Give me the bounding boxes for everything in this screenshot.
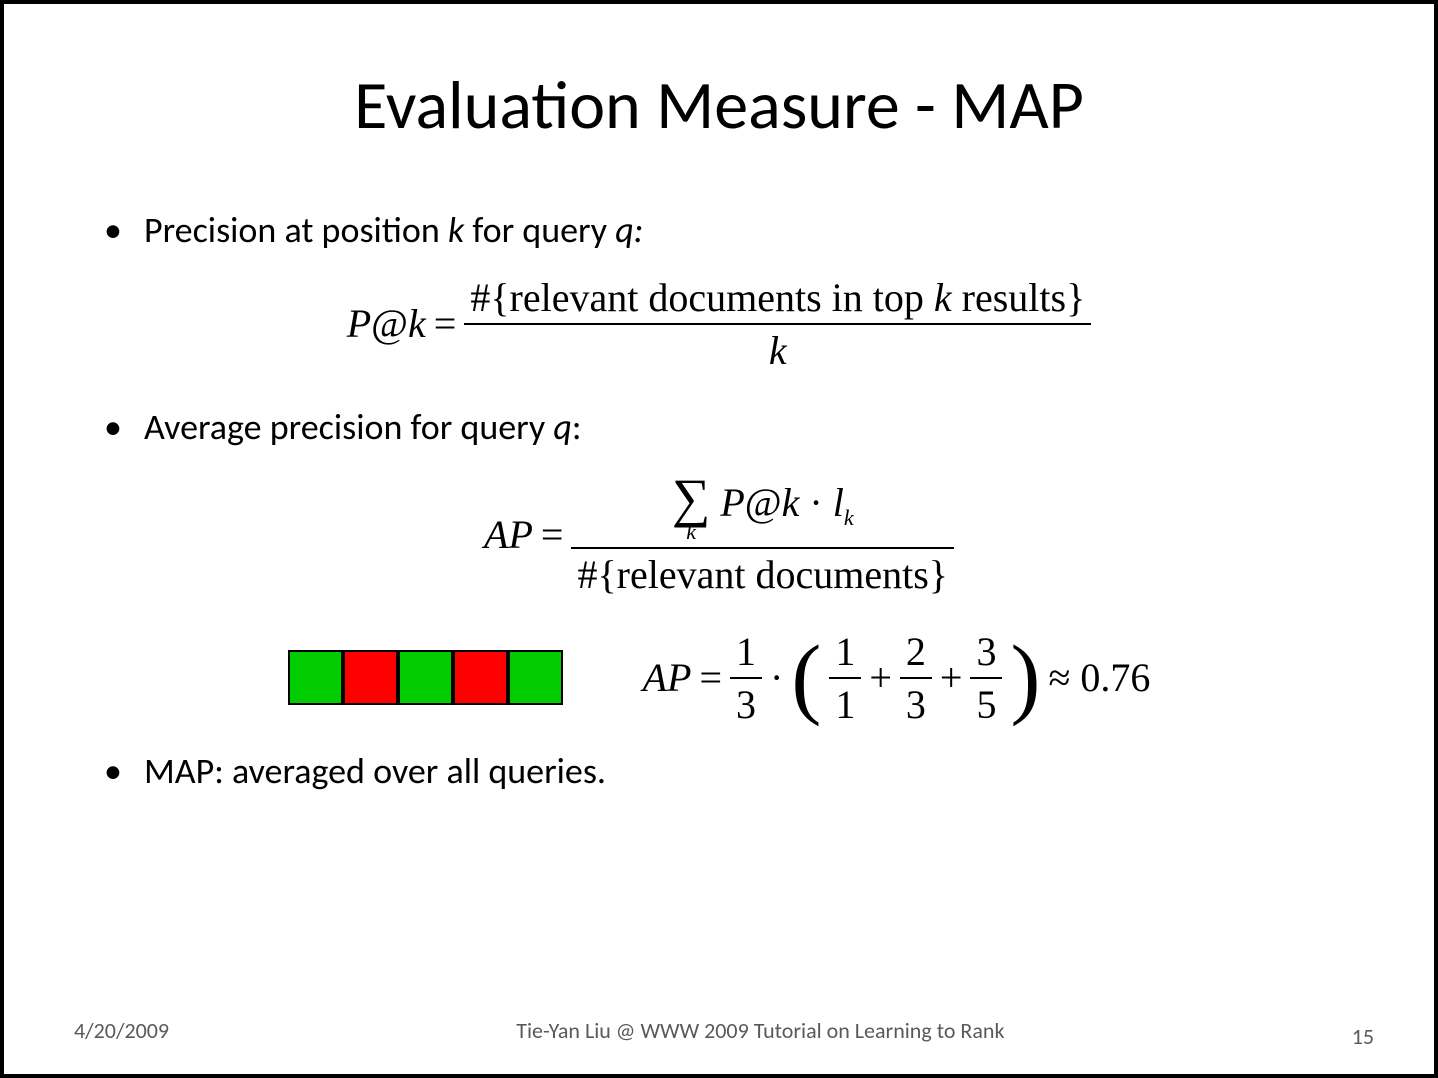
formula-average-precision: AP = ∑ k P@k · lk #{relevant documents} xyxy=(64,471,1374,598)
left-paren-icon: ( xyxy=(791,642,821,714)
f1-at: @ xyxy=(371,301,408,346)
f2-dot: · xyxy=(799,480,832,525)
f3-approx: ≈ 0.76 xyxy=(1048,654,1150,701)
f3-f4n: 3 xyxy=(970,628,1002,679)
f3-f1n: 1 xyxy=(730,628,762,679)
relevance-box xyxy=(288,650,343,705)
f3-f3n: 2 xyxy=(900,628,932,679)
relevance-box xyxy=(453,650,508,705)
bullet-1: Precision at position k for query q: xyxy=(94,207,1374,254)
bullet-2-text: Average precision for query xyxy=(144,405,553,449)
f3-eq: = xyxy=(699,654,722,701)
bullet-list-2: Average precision for query q: xyxy=(94,404,1374,451)
f1-num-pre: #{relevant documents in top xyxy=(470,275,934,320)
bullet-2-post: : xyxy=(572,405,582,449)
footer-page: 15 xyxy=(1352,1023,1374,1050)
f1-den: k xyxy=(464,325,1091,374)
bullet-1-mid: for query xyxy=(464,208,615,252)
f1-P: P xyxy=(347,301,371,346)
bullet-list-3: MAP: averaged over all queries. xyxy=(94,748,1374,795)
bullet-2: Average precision for query q: xyxy=(94,404,1374,451)
f2-P: P xyxy=(720,480,744,525)
bullet-1-k: k xyxy=(448,208,464,252)
footer: 4/20/2009 Tie-Yan Liu @ WWW 2009 Tutoria… xyxy=(4,1017,1434,1044)
f3-plus2: + xyxy=(940,654,963,701)
f3-plus1: + xyxy=(869,654,892,701)
f3-dot: · xyxy=(770,654,783,701)
relevance-box xyxy=(398,650,453,705)
f2-l: l xyxy=(833,480,844,525)
slide-title: Evaluation Measure - MAP xyxy=(64,64,1374,147)
relevance-box xyxy=(508,650,563,705)
footer-center: Tie-Yan Liu @ WWW 2009 Tutorial on Learn… xyxy=(169,1017,1352,1044)
f1-num-k: k xyxy=(934,275,952,320)
f2-lk: k xyxy=(844,505,854,530)
sigma-icon: ∑ k xyxy=(672,471,711,543)
formula-example: AP = 1 3 · ( 1 1 + 2 3 + 3 5 ) xyxy=(643,628,1151,728)
relevance-boxes xyxy=(288,650,563,705)
f1-num-post: results} xyxy=(952,275,1086,320)
slide: Evaluation Measure - MAP Precision at po… xyxy=(0,0,1438,1078)
footer-date: 4/20/2009 xyxy=(74,1017,169,1044)
relevance-box xyxy=(343,650,398,705)
f3-f3d: 3 xyxy=(900,679,932,728)
bullet-3: MAP: averaged over all queries. xyxy=(94,748,1374,795)
f2-at: @ xyxy=(745,480,782,525)
f3-f4d: 5 xyxy=(970,679,1002,728)
f3-f1d: 3 xyxy=(730,679,762,728)
f3-f2d: 1 xyxy=(829,679,861,728)
f2-den: #{relevant documents} xyxy=(571,549,954,598)
f2-eq: = xyxy=(541,511,564,558)
bullet-1-q: q: xyxy=(615,208,643,252)
f1-eq: = xyxy=(434,300,457,347)
bullet-list: Precision at position k for query q: xyxy=(94,207,1374,254)
right-paren-icon: ) xyxy=(1010,642,1040,714)
bullet-2-q: q xyxy=(553,405,572,449)
formula-precision-at-k: P@k = #{relevant documents in top k resu… xyxy=(64,274,1374,374)
f3-f2n: 1 xyxy=(829,628,861,679)
f2-k: k xyxy=(782,480,800,525)
f1-k: k xyxy=(408,301,426,346)
f2-lhs: AP xyxy=(484,511,533,558)
f3-lhs: AP xyxy=(643,654,692,701)
example-row: AP = 1 3 · ( 1 1 + 2 3 + 3 5 ) xyxy=(64,628,1374,728)
bullet-1-text: Precision at position xyxy=(144,208,448,252)
